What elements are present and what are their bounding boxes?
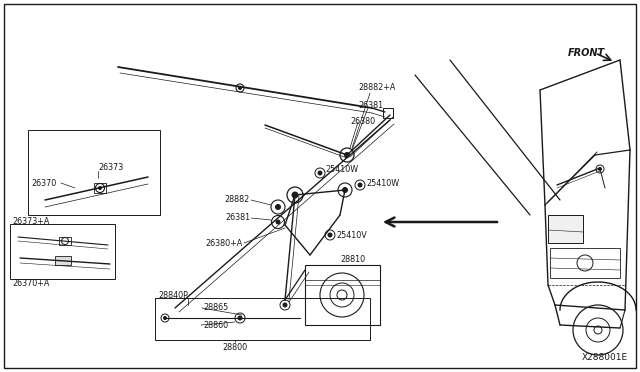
Circle shape	[358, 183, 362, 187]
Bar	[94, 183, 106, 193]
Circle shape	[344, 153, 349, 157]
Circle shape	[342, 187, 348, 192]
Text: FRONT: FRONT	[568, 48, 605, 58]
Bar	[550, 248, 620, 278]
Text: 28810: 28810	[340, 256, 365, 264]
Text: 26373: 26373	[98, 164, 124, 173]
Bar	[28, 130, 160, 215]
Circle shape	[283, 303, 287, 307]
Bar	[383, 108, 393, 118]
Text: 25410V: 25410V	[336, 231, 367, 240]
Text: 26381: 26381	[225, 214, 250, 222]
Circle shape	[238, 316, 242, 320]
Text: 28865: 28865	[203, 304, 228, 312]
Circle shape	[318, 171, 322, 175]
Text: 28840P: 28840P	[158, 291, 188, 299]
Circle shape	[328, 233, 332, 237]
Bar	[548, 215, 583, 243]
Bar	[55, 256, 71, 265]
Bar	[59, 237, 71, 245]
Text: 26373+A: 26373+A	[12, 218, 49, 227]
Text: 26370: 26370	[31, 179, 56, 187]
Text: 28882: 28882	[225, 196, 250, 205]
Text: 26380+A: 26380+A	[205, 238, 243, 247]
Circle shape	[99, 186, 102, 189]
Circle shape	[292, 192, 298, 198]
Circle shape	[163, 317, 166, 320]
Text: 26381: 26381	[358, 100, 383, 109]
Circle shape	[598, 167, 602, 170]
Text: X288001E: X288001E	[582, 353, 628, 362]
Bar	[305, 265, 380, 325]
Bar	[10, 224, 115, 279]
Text: 25410W: 25410W	[325, 166, 358, 174]
Text: 26380: 26380	[350, 118, 375, 126]
Text: 26370+A: 26370+A	[12, 279, 49, 289]
Circle shape	[275, 205, 280, 209]
Text: 28800: 28800	[223, 343, 248, 353]
Bar	[155, 298, 370, 340]
Circle shape	[276, 220, 280, 224]
Text: 25410W: 25410W	[366, 179, 399, 187]
Text: 28860: 28860	[203, 321, 228, 330]
Text: 28882+A: 28882+A	[358, 83, 396, 93]
Circle shape	[239, 87, 241, 90]
